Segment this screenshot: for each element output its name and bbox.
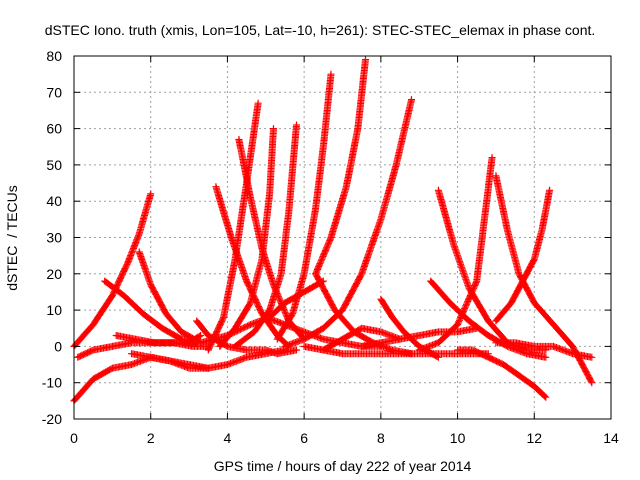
y-tick-label: 20 <box>46 266 62 282</box>
x-tick-label: 2 <box>147 430 155 446</box>
series-arc15 <box>273 70 335 343</box>
series-arc29 <box>492 339 596 361</box>
y-tick-label: 80 <box>46 48 62 64</box>
series-markers <box>204 99 262 354</box>
series-arc30 <box>358 324 481 350</box>
series-arc26 <box>454 346 550 401</box>
plot-frame <box>73 55 612 420</box>
x-tick-label: 4 <box>224 430 232 446</box>
x-axis-label: GPS time / hours of day 222 of year 2014 <box>213 458 472 474</box>
series-arc13 <box>231 121 300 350</box>
y-tick-label: 0 <box>54 338 62 354</box>
series-arc24 <box>415 154 496 354</box>
y-tick-label: -20 <box>42 411 62 427</box>
series-markers <box>135 248 205 347</box>
series-markers <box>231 121 300 350</box>
x-tick-label: 12 <box>526 430 542 446</box>
series-markers <box>112 332 212 350</box>
series-arc12 <box>216 125 277 350</box>
y-tick-label: 40 <box>46 193 62 209</box>
series-arc5 <box>112 332 212 350</box>
series-arc17 <box>281 96 415 350</box>
series-markers <box>415 154 496 354</box>
y-tick-label: 10 <box>46 302 62 318</box>
x-tick-label: 6 <box>300 430 308 446</box>
x-tick-label: 8 <box>377 430 385 446</box>
data-marks <box>70 56 596 405</box>
y-tick-label: -10 <box>42 375 62 391</box>
series-markers <box>101 277 201 347</box>
x-tick-label: 0 <box>70 430 78 446</box>
series-arc6 <box>135 248 205 347</box>
x-tick-label: 14 <box>603 430 619 446</box>
series-arc1 <box>70 190 155 350</box>
series-markers <box>492 172 596 387</box>
series-arc4 <box>101 277 201 347</box>
x-tick-label: 10 <box>450 430 466 446</box>
axis-ticks: 0 2 4 6 8 10 12 14 -20 -10 0 10 20 30 40 50 60 70 80 <box>42 48 619 446</box>
grid-lines <box>74 56 611 419</box>
series-arc28 <box>492 186 554 325</box>
series-markers <box>454 346 550 401</box>
chart-title: dSTEC Iono. truth (xmis, Lon=105, Lat=-1… <box>44 22 596 38</box>
series-markers <box>492 186 554 325</box>
series-markers <box>492 339 596 361</box>
y-tick-label: 30 <box>46 230 62 246</box>
series-markers <box>273 70 335 343</box>
series-markers <box>358 324 481 350</box>
y-axis-label: dSTEC / TECUs <box>4 185 20 291</box>
series-markers <box>70 190 155 350</box>
series-markers <box>319 324 404 354</box>
y-tick-label: 60 <box>46 121 62 137</box>
series-markers <box>216 125 277 350</box>
series-arc11 <box>204 99 262 354</box>
y-tick-label: 50 <box>46 157 62 173</box>
y-tick-label: 70 <box>46 84 62 100</box>
series-arc21 <box>319 324 404 354</box>
series-arc27 <box>492 172 596 387</box>
series-markers <box>281 96 415 350</box>
